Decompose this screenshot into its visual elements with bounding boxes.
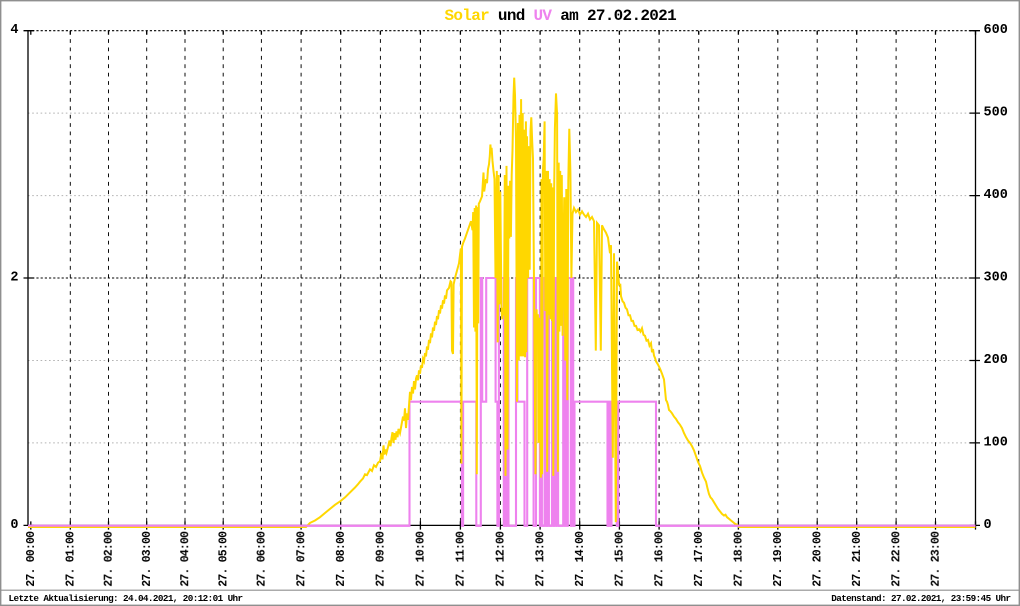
svg-text:27. 08:00: 27. 08:00 [335,531,348,587]
svg-text:200: 200 [984,353,1008,368]
svg-text:27. 05:00: 27. 05:00 [217,531,230,587]
svg-text:27. 11:00: 27. 11:00 [454,531,467,587]
svg-text:400: 400 [984,188,1008,203]
svg-text:27. 22:00: 27. 22:00 [890,531,903,587]
svg-text:100: 100 [984,435,1008,450]
svg-text:27. 07:00: 27. 07:00 [295,531,308,587]
svg-text:27. 04:00: 27. 04:00 [179,531,192,587]
svg-text:27. 09:00: 27. 09:00 [374,531,387,587]
svg-text:27. 12:00: 27. 12:00 [494,531,507,587]
svg-text:27. 20:00: 27. 20:00 [811,531,824,587]
svg-text:27. 02:00: 27. 02:00 [103,531,116,587]
svg-text:27. 17:00: 27. 17:00 [693,531,706,587]
svg-text:4: 4 [10,23,18,38]
svg-text:27. 01:00: 27. 01:00 [64,531,77,587]
svg-text:27. 13:00: 27. 13:00 [534,531,547,587]
svg-text:27. 19:00: 27. 19:00 [772,531,785,587]
svg-text:27. 21:00: 27. 21:00 [851,531,864,587]
svg-text:27. 14:00: 27. 14:00 [574,531,587,587]
svg-text:0: 0 [984,518,992,533]
svg-text:27. 23:00: 27. 23:00 [930,531,943,587]
svg-text:600: 600 [984,23,1008,38]
svg-text:0: 0 [10,518,18,533]
svg-text:27. 18:00: 27. 18:00 [732,531,745,587]
svg-text:500: 500 [984,106,1008,121]
svg-text:2: 2 [10,271,18,286]
svg-text:27. 15:00: 27. 15:00 [613,531,626,587]
svg-text:27. 00:00: 27. 00:00 [25,531,38,587]
svg-text:27. 16:00: 27. 16:00 [653,531,666,587]
svg-text:Solar und UV am 27.02.2021: Solar und UV am 27.02.2021 [445,7,677,25]
svg-text:300: 300 [984,271,1008,286]
svg-text:Letzte Aktualisierung: 24.04.2: Letzte Aktualisierung: 24.04.2021, 20:12… [9,593,243,604]
svg-text:27. 06:00: 27. 06:00 [255,531,268,587]
svg-text:27. 10:00: 27. 10:00 [414,531,427,587]
svg-text:27. 03:00: 27. 03:00 [141,531,154,587]
svg-text:Datenstand: 27.02.2021, 23:59:: Datenstand: 27.02.2021, 23:59:45 Uhr [831,593,1010,604]
